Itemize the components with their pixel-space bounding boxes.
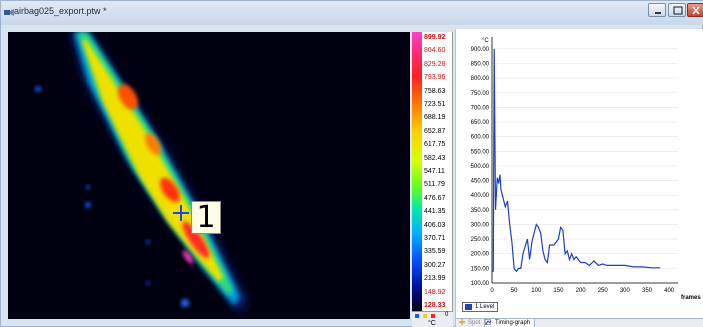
scale-value: 128.33: [424, 302, 446, 309]
scale-unit-label: °C: [428, 320, 436, 327]
y-tick-label: 150.00: [471, 266, 490, 272]
scale-value: 688.19: [424, 114, 446, 122]
y-tick-label: 400.00: [471, 193, 490, 199]
scale-value: 213.99: [424, 275, 446, 283]
thermal-image-view[interactable]: 1: [8, 32, 410, 319]
timing-graph-tab-icon: [485, 319, 491, 325]
y-tick-label: 550.00: [471, 149, 490, 155]
spot-tab-icon: [459, 319, 465, 325]
x-tick-label: 250: [598, 288, 609, 294]
x-tick-label: 400: [664, 288, 675, 294]
graph-x-unit: frames: [681, 295, 701, 301]
minimize-icon: [655, 12, 661, 14]
scale-value: 652.87: [424, 127, 446, 135]
y-tick-label: 750.00: [471, 91, 490, 97]
graph-tab-bar: Spot Timing-graph: [456, 318, 703, 327]
y-tick-label: 600.00: [471, 135, 490, 141]
scale-value: 723.51: [424, 101, 446, 108]
x-tick-label: 200: [576, 288, 587, 294]
scale-value: 476.67: [424, 194, 446, 202]
y-tick-label: 300.00: [471, 222, 490, 228]
x-tick-label: 150: [553, 288, 564, 294]
tab-spot-label: Spot: [468, 320, 481, 326]
y-tick-label: 850.00: [471, 61, 490, 67]
y-tick-label: 200.00: [471, 252, 490, 258]
scale-footer: 0 °C: [412, 311, 453, 327]
scale-value: 793.96: [424, 74, 446, 82]
y-tick-label: 250.00: [471, 237, 490, 243]
scale-value: 148.92: [424, 288, 446, 296]
minimize-button[interactable]: [648, 3, 666, 17]
scale-value: 370.71: [424, 235, 446, 242]
y-tick-label: 450.00: [471, 179, 490, 185]
scale-value: 441.35: [424, 208, 446, 216]
scale-value: 511.79: [424, 181, 445, 189]
scale-value: 547.11: [424, 168, 445, 175]
close-icon: [692, 6, 700, 15]
color-palette-bar: [412, 32, 422, 311]
x-tick-label: 300: [620, 288, 631, 294]
spot-marker-label[interactable]: 1: [191, 201, 221, 234]
scale-value: 758.63: [424, 87, 446, 95]
tab-timing-graph[interactable]: Timing-graph: [484, 319, 536, 327]
y-tick-label: 700.00: [471, 105, 490, 111]
title-bar[interactable]: airbag025_export.ptw *: [1, 1, 703, 25]
graph-legend: 1 Level: [462, 302, 499, 312]
tab-spot[interactable]: Spot: [459, 319, 480, 327]
x-tick-label: 350: [642, 288, 653, 294]
x-tick-label: 50: [511, 288, 518, 294]
timing-graph-panel: °C frames 900.00 850.00 800.00 750.00 700.00…: [455, 29, 703, 327]
window-title: airbag025_export.ptw *: [14, 6, 107, 16]
temperature-scale: 899.92 864.60 829.28 793.96 758.63 723.51 688.…: [422, 32, 453, 311]
close-button[interactable]: [687, 3, 703, 17]
y-tick-label: 500.00: [471, 164, 490, 170]
graph-y-unit: °C: [482, 38, 489, 44]
palette-markers-icon: [415, 314, 435, 318]
maximize-button[interactable]: [668, 3, 686, 17]
tab-timing-graph-label: Timing-graph: [495, 320, 531, 326]
scale-value: 617.75: [424, 141, 446, 149]
y-tick-label: 800.00: [471, 76, 490, 82]
scale-value: 335.59: [424, 248, 446, 256]
thermal-image: [35, 32, 248, 314]
maximize-icon: [673, 6, 683, 15]
series-line-1-level: [492, 48, 661, 273]
scale-value: 582.43: [424, 154, 446, 162]
thermal-camera-app-icon: [4, 9, 14, 16]
scale-value: 829.28: [424, 60, 446, 68]
y-tick-label: 100.00: [471, 281, 490, 287]
scale-value: 406.03: [424, 221, 446, 229]
x-tick-label: 100: [531, 288, 542, 294]
y-tick-label: 650.00: [471, 120, 490, 126]
y-tick-label: 350.00: [471, 208, 490, 214]
scale-footer-zero: 0: [445, 312, 449, 318]
timing-graph[interactable]: °C frames 900.00 850.00 800.00 750.00 700.00…: [456, 29, 703, 318]
scale-value: 864.60: [424, 47, 446, 55]
scale-value: 899.92: [424, 34, 446, 41]
legend-label: 1 Level: [475, 304, 495, 310]
legend-swatch: [465, 304, 472, 310]
y-tick-label: 900.00: [471, 47, 490, 53]
scale-value: 300.27: [424, 261, 446, 269]
x-tick-label: 0: [490, 288, 494, 294]
spot-crosshair[interactable]: [173, 205, 189, 221]
